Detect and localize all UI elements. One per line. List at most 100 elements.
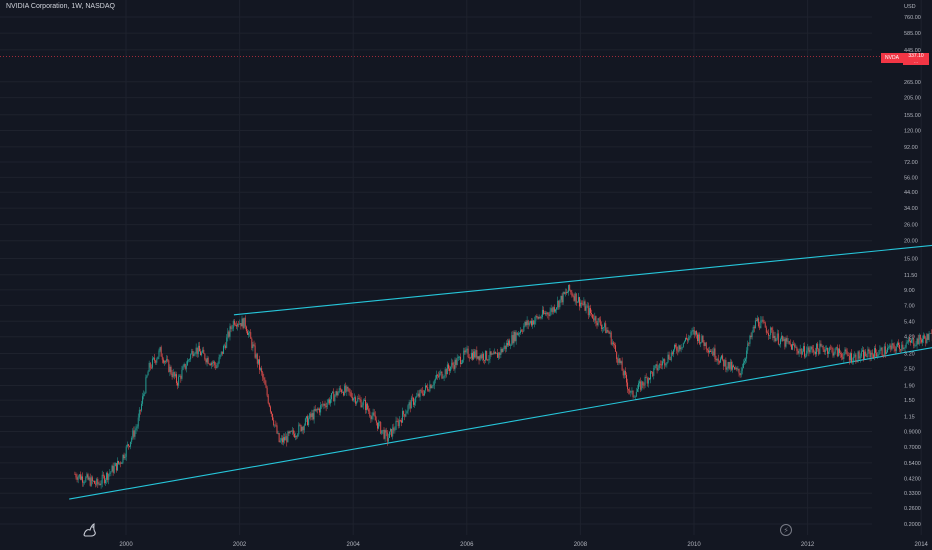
candle-body	[379, 422, 381, 423]
candle-body	[79, 474, 81, 480]
candle-body	[225, 345, 227, 348]
candle-body	[486, 350, 488, 360]
candle-body	[285, 436, 287, 441]
candle-body	[528, 322, 530, 325]
candle-body	[524, 321, 526, 326]
price-tick-label: 9.00	[904, 288, 915, 294]
currency-label: USD	[904, 4, 916, 10]
candle-body	[698, 334, 700, 342]
candle-body	[311, 413, 313, 418]
candle-body	[207, 357, 209, 364]
candle-body	[677, 350, 679, 352]
candle-body	[895, 346, 897, 351]
candle-body	[699, 334, 701, 344]
candle-body	[334, 395, 336, 402]
candle-body	[435, 374, 437, 379]
candle-body	[504, 345, 506, 349]
candle-body	[194, 353, 196, 354]
candle-body	[307, 416, 308, 426]
candle-body	[343, 391, 345, 396]
candle-body	[362, 400, 364, 406]
channel-trend-line[interactable]	[233, 173, 932, 316]
candle-body	[420, 389, 422, 391]
candle-body	[188, 359, 189, 361]
candle-body	[756, 320, 757, 321]
candle-body	[904, 347, 906, 348]
price-tick-label: 0.9000	[904, 429, 921, 435]
candle-body	[780, 339, 781, 345]
candle-body	[234, 324, 236, 326]
candle-body	[484, 360, 485, 361]
candle-body	[208, 363, 210, 365]
drawn-trend-lines[interactable]	[69, 19, 932, 500]
candle-body	[339, 388, 341, 390]
candle-body	[683, 341, 685, 343]
candle-body	[577, 297, 579, 302]
candle-body	[132, 430, 134, 438]
candle-body	[691, 331, 693, 332]
candle-body	[145, 377, 147, 394]
candle-body	[183, 363, 185, 367]
tradingview-logo-icon[interactable]	[82, 521, 98, 537]
candle-body	[603, 327, 605, 328]
candle-body	[280, 438, 282, 441]
candle-body	[697, 334, 698, 342]
candle-body	[777, 333, 779, 345]
candle-body	[887, 347, 889, 353]
candle-body	[790, 344, 792, 350]
candle-body	[214, 361, 216, 365]
candle-body	[584, 301, 586, 311]
candle-body	[569, 284, 571, 291]
candle-body	[415, 397, 417, 403]
candle-body	[369, 411, 371, 417]
candle-body	[490, 351, 492, 355]
candle-body	[428, 390, 430, 392]
candle-body	[344, 385, 346, 396]
candle-body	[206, 357, 208, 363]
candle-body	[870, 352, 872, 358]
candle-body	[920, 339, 922, 343]
time-tick-label: 2004	[347, 542, 361, 548]
candle-body	[202, 349, 204, 353]
candle-body	[518, 333, 520, 334]
price-axis[interactable]: 760.00 585.00 445.00 265.00 205.00 155.00 120.…	[904, 4, 921, 528]
candle-body	[540, 317, 542, 318]
candle-body	[582, 303, 584, 305]
candle-body	[783, 338, 785, 342]
candle-body	[462, 359, 464, 363]
candle-body	[429, 384, 431, 392]
candle-body	[611, 342, 613, 345]
candle-body	[293, 433, 295, 438]
candle-body	[671, 352, 673, 355]
lightning-icon[interactable]: ⚡	[780, 524, 792, 536]
candle-body	[630, 391, 632, 393]
candle-body	[233, 320, 235, 325]
candle-body	[514, 331, 516, 341]
candle-body	[744, 361, 745, 363]
candle-body	[275, 424, 277, 426]
candle-body	[417, 393, 419, 396]
candle-body	[776, 333, 778, 339]
candle-body	[652, 371, 654, 376]
candle-body	[451, 362, 453, 367]
candle-body	[538, 316, 540, 319]
candle-body	[707, 350, 709, 353]
candle-body	[764, 322, 766, 328]
candle-body	[522, 331, 524, 332]
candle-body	[472, 352, 473, 360]
candle-body	[139, 409, 141, 411]
candle-body	[256, 354, 258, 364]
candle-body	[222, 346, 224, 354]
candle-body	[134, 430, 136, 437]
candle-body	[869, 351, 871, 358]
candle-body	[309, 413, 311, 419]
candle-body	[771, 327, 773, 330]
candle-body	[674, 344, 676, 350]
candle-body	[639, 381, 641, 384]
candle-body	[113, 466, 115, 473]
candle-body	[643, 385, 645, 386]
candle-body	[531, 320, 532, 326]
channel-trend-line[interactable]	[69, 220, 932, 500]
time-axis[interactable]: 2000200220042006200820102012201420162018…	[119, 542, 932, 548]
